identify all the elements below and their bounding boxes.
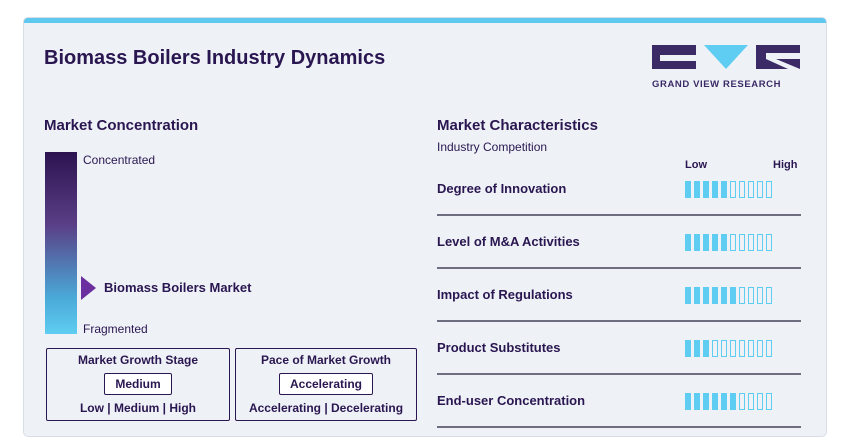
concentration-gradient-bar <box>45 152 77 334</box>
level-meter <box>685 287 772 306</box>
level-segment-empty <box>757 393 763 410</box>
level-segment-empty <box>757 340 763 357</box>
level-segment-empty <box>739 234 745 251</box>
level-segment-empty <box>766 181 772 198</box>
level-segment-empty <box>757 181 763 198</box>
industry-dynamics-card: Biomass Boilers Industry Dynamics GRAND … <box>24 18 826 436</box>
growth-pace-heading: Pace of Market Growth <box>260 353 392 367</box>
level-segment-empty <box>721 340 727 357</box>
fragmented-label: Fragmented <box>83 322 148 336</box>
level-segment-filled <box>703 234 709 251</box>
level-segment-filled <box>703 340 709 357</box>
level-segment-filled <box>730 393 736 410</box>
level-segment-empty <box>730 181 736 198</box>
characteristic-row: End-user Concentration <box>437 375 801 428</box>
level-segment-filled <box>694 287 700 304</box>
row-divider <box>437 214 801 216</box>
characteristic-row: Product Substitutes <box>437 322 801 375</box>
level-segment-empty <box>739 393 745 410</box>
level-segment-empty <box>748 287 754 304</box>
characteristic-label: End-user Concentration <box>437 393 586 408</box>
level-segment-filled <box>685 287 691 304</box>
level-segment-empty <box>748 393 754 410</box>
characteristic-label: Level of M&A Activities <box>437 234 580 249</box>
characteristic-label: Impact of Regulations <box>437 287 573 302</box>
growth-pace-options: Accelerating | Decelerating <box>248 401 404 415</box>
market-position-label: Biomass Boilers Market <box>104 280 252 295</box>
level-segment-filled <box>703 287 709 304</box>
row-divider <box>437 373 801 375</box>
level-segment-filled <box>694 393 700 410</box>
characteristic-row: Impact of Regulations <box>437 269 801 322</box>
high-label: High <box>773 159 798 171</box>
market-growth-stage-box: Market Growth Stage Medium Low | Medium … <box>46 348 230 421</box>
logo-mark-icon <box>652 45 800 69</box>
level-meter <box>685 340 772 359</box>
level-segment-empty <box>748 234 754 251</box>
level-segment-empty <box>766 234 772 251</box>
level-segment-empty <box>766 340 772 357</box>
growth-stage-heading: Market Growth Stage <box>77 353 199 367</box>
market-concentration-heading: Market Concentration <box>44 117 199 134</box>
logo-text: GRAND VIEW RESEARCH <box>652 79 782 90</box>
concentrated-label: Concentrated <box>83 153 156 167</box>
row-divider <box>437 267 801 269</box>
level-segment-empty <box>739 287 745 304</box>
level-segment-filled <box>712 234 718 251</box>
market-characteristics-heading: Market Characteristics <box>437 117 598 134</box>
level-segment-empty <box>748 181 754 198</box>
row-divider <box>437 320 801 322</box>
pace-of-growth-box: Pace of Market Growth Accelerating Accel… <box>235 348 417 421</box>
level-segment-empty <box>739 181 745 198</box>
growth-pace-value: Accelerating <box>278 373 374 395</box>
level-segment-filled <box>712 181 718 198</box>
row-divider <box>437 426 801 428</box>
level-segment-filled <box>721 287 727 304</box>
level-segment-empty <box>748 340 754 357</box>
level-meter <box>685 393 772 412</box>
level-segment-filled <box>685 181 691 198</box>
characteristic-label: Degree of Innovation <box>437 181 567 196</box>
characteristic-row: Level of M&A Activities <box>437 216 801 269</box>
level-segment-filled <box>721 234 727 251</box>
level-segment-filled <box>703 181 709 198</box>
grand-view-research-logo: GRAND VIEW RESEARCH <box>652 45 802 91</box>
level-segment-filled <box>685 234 691 251</box>
growth-stage-options: Low | Medium | High <box>79 401 197 415</box>
characteristic-row: Degree of Innovation <box>437 163 801 216</box>
level-segment-empty <box>757 287 763 304</box>
level-segment-empty <box>730 234 736 251</box>
level-segment-empty <box>757 234 763 251</box>
level-segment-empty <box>766 287 772 304</box>
level-segment-filled <box>694 234 700 251</box>
characteristic-label: Product Substitutes <box>437 340 561 355</box>
level-segment-filled <box>685 340 691 357</box>
low-label: Low <box>685 159 707 171</box>
growth-stage-value: Medium <box>104 373 172 395</box>
level-segment-filled <box>730 287 736 304</box>
level-segment-empty <box>739 340 745 357</box>
level-segment-empty <box>712 340 718 357</box>
level-segment-filled <box>721 393 727 410</box>
industry-competition-subheading: Industry Competition <box>437 140 548 154</box>
level-meter <box>685 181 772 200</box>
level-meter <box>685 234 772 253</box>
level-segment-filled <box>694 340 700 357</box>
level-segment-filled <box>703 393 709 410</box>
level-segment-filled <box>721 181 727 198</box>
page-title: Biomass Boilers Industry Dynamics <box>44 47 386 69</box>
level-segment-filled <box>685 393 691 410</box>
level-segment-filled <box>694 181 700 198</box>
level-segment-empty <box>730 340 736 357</box>
market-position-marker-icon <box>81 276 96 300</box>
level-segment-empty <box>766 393 772 410</box>
level-segment-filled <box>712 287 718 304</box>
level-segment-filled <box>712 393 718 410</box>
